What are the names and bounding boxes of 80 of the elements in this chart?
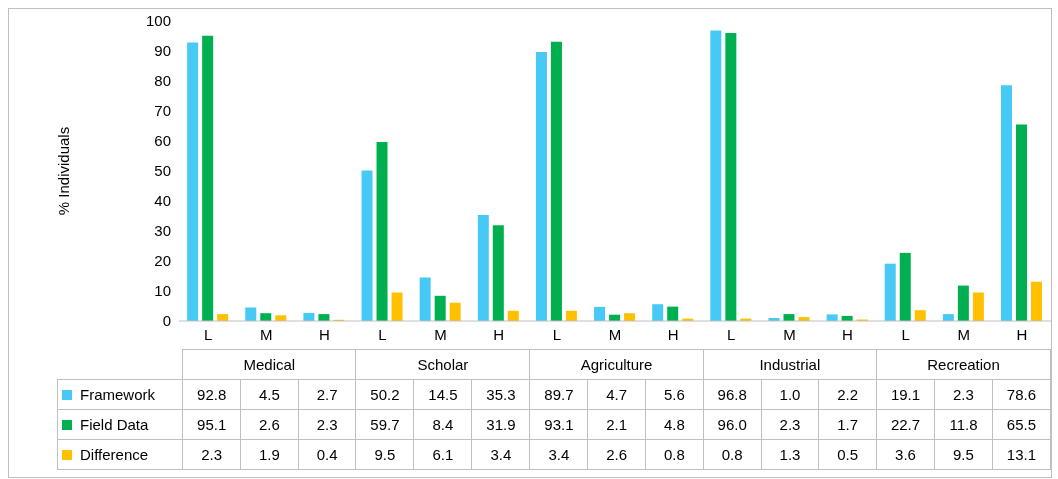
x-tick-label: H [1016, 325, 1028, 343]
data-label: 2.3 [298, 409, 356, 440]
data-label: 1.0 [761, 379, 819, 410]
data-label: 2.6 [587, 439, 646, 470]
data-label: 11.8 [934, 409, 993, 440]
data-label: 2.3 [182, 439, 241, 470]
data-label: 4.8 [645, 409, 704, 440]
x-tick-label: H [842, 325, 853, 343]
data-label: 96.8 [703, 379, 762, 410]
y-tick-label: 60 [154, 132, 171, 150]
data-label: 2.6 [240, 409, 299, 440]
data-label: 14.5 [413, 379, 472, 410]
text: Scholar [355, 349, 530, 380]
data-label: 95.1 [182, 409, 241, 440]
x-tick-label: M [434, 325, 447, 343]
data-label: 50.2 [355, 379, 414, 410]
data-label: 3.6 [876, 439, 935, 470]
data-label: 2.1 [587, 409, 646, 440]
x-tick-label: L [901, 325, 910, 343]
y-tick-label: 70 [154, 102, 171, 120]
legend-label: Difference [57, 439, 183, 470]
legend-label: Field Data [57, 409, 183, 440]
y-tick-label: 50 [154, 162, 171, 180]
x-tick-label: L [203, 325, 213, 343]
data-label: 59.7 [355, 409, 414, 440]
data-label: 65.5 [992, 409, 1051, 440]
data-label: 78.6 [992, 379, 1051, 410]
x-tick-label: H [318, 325, 330, 343]
data-label: 9.5 [355, 439, 414, 470]
data-label: 8.4 [413, 409, 472, 440]
y-tick-label: 30 [154, 222, 171, 240]
data-label: 1.9 [240, 439, 299, 470]
data-label: 9.5 [934, 439, 993, 470]
data-label: 0.8 [645, 439, 704, 470]
data-label: 2.2 [818, 379, 877, 410]
data-label: 2.3 [761, 409, 819, 440]
data-label: 4.5 [240, 379, 299, 410]
x-tick-label: M [259, 325, 273, 343]
data-label: 89.7 [529, 379, 588, 410]
legend-label: Framework [57, 379, 183, 410]
x-tick-label: M [783, 325, 796, 343]
data-label: 31.9 [471, 409, 530, 440]
y-tick-label: 80 [154, 72, 171, 90]
text: Recreation [876, 349, 1051, 380]
x-tick-label: L [552, 325, 562, 343]
data-label: 93.1 [529, 409, 588, 440]
x-tick-label: M [957, 325, 971, 343]
x-tick-label: H [667, 325, 679, 343]
data-label: 2.7 [298, 379, 356, 410]
x-tick-label: H [493, 325, 505, 343]
data-label: 4.7 [587, 379, 646, 410]
y-tick-label: 100 [145, 12, 171, 30]
data-label: 1.7 [818, 409, 877, 440]
data-label: 13.1 [992, 439, 1051, 470]
data-label: 35.3 [471, 379, 530, 410]
x-tick-label: L [378, 325, 387, 343]
data-label: 22.7 [876, 409, 935, 440]
y-tick-label: 10 [154, 282, 171, 300]
y-tick-label: 0 [162, 312, 171, 330]
data-label: 0.5 [818, 439, 877, 470]
data-label: 0.4 [298, 439, 356, 470]
y-axis-title: % Individuals [55, 126, 73, 216]
data-label: 0.8 [703, 439, 762, 470]
text: Agriculture [529, 349, 704, 380]
data-label: 92.8 [182, 379, 241, 410]
text: Industrial [703, 349, 877, 380]
data-label: 6.1 [413, 439, 472, 470]
y-tick-label: 90 [154, 42, 171, 60]
data-label: 1.3 [761, 439, 819, 470]
x-tick-label: M [608, 325, 622, 343]
x-tick-label: L [727, 325, 736, 343]
data-label: 3.4 [529, 439, 588, 470]
data-label: 5.6 [645, 379, 704, 410]
data-label: 19.1 [876, 379, 935, 410]
data-label: 3.4 [471, 439, 530, 470]
data-label: 2.3 [934, 379, 993, 410]
text: Medical [182, 349, 356, 380]
y-tick-label: 20 [154, 252, 171, 270]
data-label: 96.0 [703, 409, 762, 440]
y-tick-label: 40 [154, 192, 171, 210]
